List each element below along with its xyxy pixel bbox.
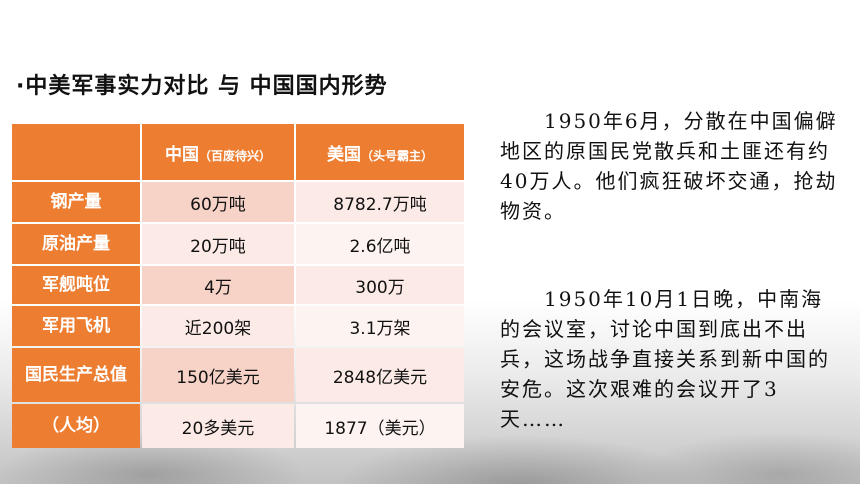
- table-header-row: 中国（百废待兴） 美国（头号霸主）: [12, 124, 464, 180]
- row-label: （人均）: [12, 404, 140, 448]
- china-value: 4万: [142, 266, 294, 304]
- row-label: 钢产量: [12, 182, 140, 222]
- usa-value: 2.6亿吨: [296, 224, 464, 264]
- row-label-text: 国民生产总值: [25, 365, 127, 385]
- header-china-note: （百废待兴）: [198, 148, 271, 163]
- usa-value: 1877（美元）: [296, 404, 464, 448]
- china-value: 60万吨: [142, 182, 294, 222]
- table-row: 军用飞机 近200架 3.1万架: [12, 306, 464, 346]
- paragraph-meeting: 1950年10月1日晚，中南海的会议室，讨论中国到底出不出兵，这场战争直接关系到…: [500, 287, 830, 431]
- header-china: 中国（百废待兴）: [142, 124, 294, 180]
- header-corner-cell: [12, 124, 140, 180]
- table-row: 钢产量 60万吨 8782.7万吨: [12, 182, 464, 222]
- table-row: 原油产量 20万吨 2.6亿吨: [12, 224, 464, 264]
- table-row: （人均） 20多美元 1877（美元）: [12, 404, 464, 448]
- table-row: 军舰吨位 4万 300万: [12, 266, 464, 304]
- usa-value: 2848亿美元: [296, 348, 464, 402]
- row-label: 军用飞机: [12, 306, 140, 346]
- china-value: 20万吨: [142, 224, 294, 264]
- china-value: 150亿美元: [142, 348, 294, 402]
- header-usa-note: （头号霸主）: [360, 148, 433, 163]
- row-label: 军舰吨位: [12, 266, 140, 304]
- header-usa: 美国（头号霸主）: [296, 124, 464, 180]
- paragraph-domestic-situation: 1950年6月，分散在中国偏僻地区的原国民党散兵和土匪还有约40万人。他们疯狂破…: [500, 109, 838, 223]
- usa-value: 3.1万架: [296, 306, 464, 346]
- china-value: 20多美元: [142, 404, 294, 448]
- table-row: 国民生产总值 150亿美元 2848亿美元: [12, 348, 464, 402]
- header-usa-label: 美国: [326, 144, 361, 165]
- usa-value: 8782.7万吨: [296, 182, 464, 222]
- comparison-table: 中国（百废待兴） 美国（头号霸主） 钢产量 60万吨 8782.7万吨 原油产量…: [10, 122, 466, 450]
- header-china-label: 中国: [164, 144, 199, 165]
- slide-title: ·中美军事实力对比 与 中国国内形势: [16, 74, 388, 99]
- row-label: 原油产量: [12, 224, 140, 264]
- usa-value: 300万: [296, 266, 464, 304]
- china-value: 近200架: [142, 306, 294, 346]
- row-label: 国民生产总值: [12, 348, 140, 402]
